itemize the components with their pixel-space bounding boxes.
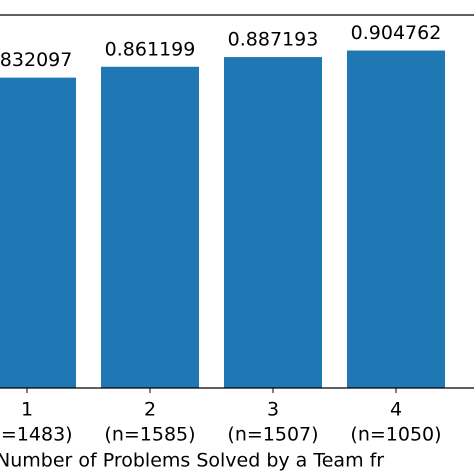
- sample-size-label: (n=1585): [104, 424, 195, 446]
- value-label: 0.861199: [105, 38, 196, 60]
- bar: [347, 50, 445, 388]
- sample-size-label: (n=1507): [227, 424, 318, 446]
- x-axis-label: Number of Problems Solved by a Team fr: [0, 450, 384, 472]
- x-tick-label: 1: [21, 399, 33, 421]
- bar: [0, 77, 76, 389]
- x-tick-label: 4: [390, 399, 402, 421]
- x-tick-label: 2: [144, 399, 156, 421]
- value-label: 0.904762: [351, 22, 442, 44]
- sample-size-label: (n=1050): [350, 424, 441, 446]
- value-label: 0.887193: [228, 29, 319, 51]
- x-tick-label: 3: [267, 399, 279, 421]
- value-label: 0.832097: [0, 49, 72, 71]
- bar: [101, 66, 199, 389]
- bar: [224, 57, 322, 388]
- sample-size-label: (n=1483): [0, 424, 73, 446]
